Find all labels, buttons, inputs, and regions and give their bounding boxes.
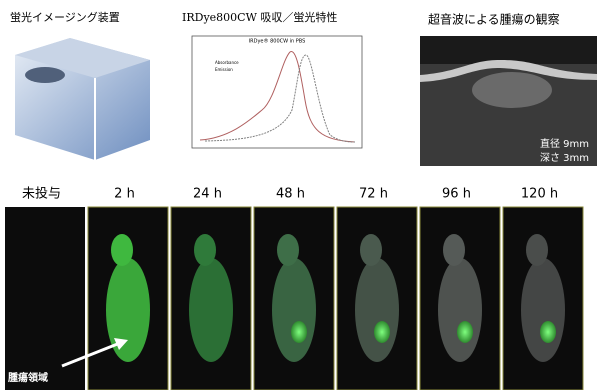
tumor xyxy=(457,321,473,343)
mouse-head xyxy=(443,234,465,266)
spectrum-chart: IRDye® 800CW in PBS Absorbance Emission xyxy=(192,36,362,148)
mouse-body xyxy=(355,258,399,362)
tumor-label: 腫瘍領域 xyxy=(8,371,48,384)
mouse-head xyxy=(277,234,299,266)
timepoint-label: 96 h xyxy=(442,187,471,202)
mouse-body xyxy=(438,258,482,362)
tumor xyxy=(374,321,390,343)
timepoint-label: 未投与 xyxy=(22,186,61,202)
tumor xyxy=(291,321,307,343)
legend-entry: Emission xyxy=(215,67,233,72)
ultrasound-label: 超音波による腫瘍の観察 xyxy=(428,12,560,27)
device-label: 蛍光イメージング装置 xyxy=(10,10,120,24)
depth: 深さ 3mm xyxy=(540,152,589,164)
figure: 蛍光イメージング装置 IRDye800CW 吸収／蛍光特性 超音波による腫瘍の観… xyxy=(0,0,597,390)
mouse-head xyxy=(360,234,382,266)
spectrum-label: IRDye800CW 吸収／蛍光特性 xyxy=(182,10,337,24)
timepoint-label: 120 h xyxy=(521,187,558,202)
diameter: 直径 9mm xyxy=(540,137,589,150)
timepoint-label: 2 h xyxy=(114,187,135,202)
chart-title: IRDye® 800CW in PBS xyxy=(249,38,306,45)
mouse-body xyxy=(521,258,565,362)
tumor xyxy=(540,321,556,343)
mouse-head xyxy=(526,234,548,266)
device-image xyxy=(15,38,150,160)
timepoint-label: 24 h xyxy=(193,187,222,202)
timepoint-label: 48 h xyxy=(276,187,305,202)
mouse-body xyxy=(189,258,233,362)
mouse-body xyxy=(272,258,316,362)
legend-entry: Absorbance xyxy=(215,60,239,65)
mouse-head xyxy=(111,234,133,266)
mouse-head xyxy=(194,234,216,266)
panel-row xyxy=(5,207,583,390)
timepoint-label: 72 h xyxy=(359,187,388,202)
